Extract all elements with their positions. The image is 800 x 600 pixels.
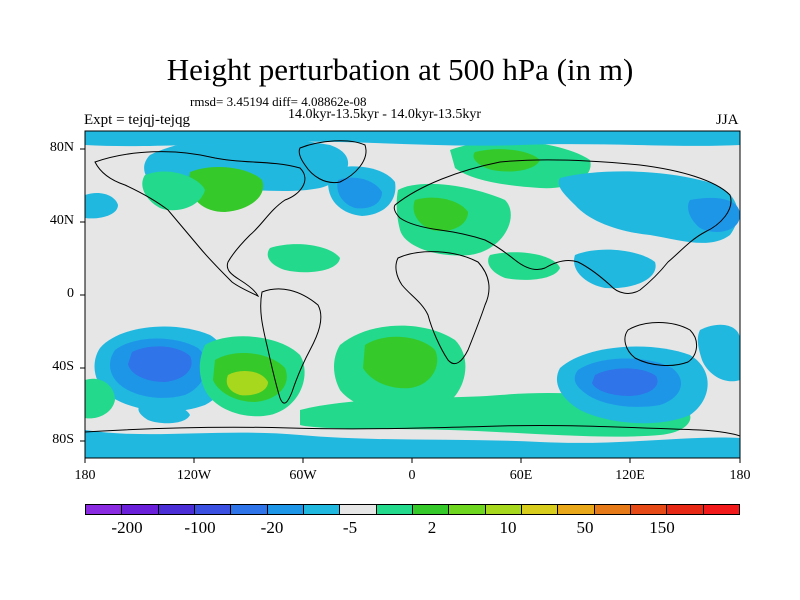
contour-light-blue-siberia (558, 171, 738, 243)
coastline-south-america (260, 288, 322, 404)
contour-green-europe-core (413, 197, 468, 232)
colorbar-swatch (122, 505, 159, 514)
contour-light-green-canada (142, 171, 205, 211)
axis-ticks (80, 148, 741, 463)
colorbar-label: 2 (427, 518, 437, 537)
contour-light-blue-antarctic-west (138, 403, 190, 424)
colorbar-swatch (667, 505, 704, 514)
colorbar-swatch (558, 505, 595, 514)
colorbar-label: -100 (184, 518, 216, 537)
colorbar-swatch (194, 505, 232, 514)
contour-light-blue-asia-south (574, 249, 656, 289)
contour-field (85, 131, 740, 458)
x-tick-label: 180 (74, 468, 96, 483)
colorbar-label: 10 (499, 518, 517, 537)
contour-green-far-west (85, 378, 115, 419)
x-tick-label: 0 (408, 468, 416, 483)
season-label: JJA (716, 112, 739, 128)
colorbar-swatch (303, 505, 341, 514)
contour-light-blue-na-west (85, 193, 118, 219)
coastline-greenland (298, 140, 367, 184)
experiment-label: Expt = tejqj-tejqg (84, 112, 190, 128)
colorbar-swatch (267, 505, 304, 514)
x-tick-label: 60E (509, 468, 533, 483)
y-tick-label: 80S (52, 432, 74, 447)
coastline-antarctica (85, 424, 740, 437)
coastlines (85, 140, 740, 437)
colorbar-swatch (340, 505, 377, 514)
contour-mid-blue-pacific-north (688, 197, 740, 232)
plot-title: Height perturbation at 500 hPa (in m) (166, 52, 634, 87)
colorbar-swatch (594, 505, 631, 514)
colorbar-swatch (158, 505, 195, 514)
y-tick-label: 80N (49, 140, 74, 155)
coastline-eurasia (393, 159, 732, 294)
coastline-australia (624, 322, 697, 366)
colorbar-swatch (630, 505, 668, 514)
contour-dark-blue-south-pacific-west (128, 346, 192, 382)
colorbar-swatch (703, 505, 739, 514)
contour-light-blue-east-pacific-south (697, 324, 740, 382)
contour-light-green-atlantic-30n (267, 244, 340, 273)
contour-green-arctic-east-core (473, 149, 540, 172)
contour-yellow-green-south-pacific (226, 370, 268, 396)
colorbar-label: -20 (260, 518, 284, 537)
y-tick-label: 40N (49, 213, 74, 228)
contour-dark-blue-south-indian (592, 368, 658, 396)
x-tick-label: 120E (615, 468, 645, 483)
y-tick-label: 0 (67, 286, 74, 301)
colorbar-label: 150 (649, 518, 675, 537)
contour-light-blue-arctic-top (85, 131, 740, 147)
colorbar-swatch (485, 505, 522, 514)
colorbar-swatch (449, 505, 486, 514)
colorbar-swatch (412, 505, 450, 514)
period-label: 14.0kyr-13.5kyr - 14.0kyr-13.5kyr (288, 107, 482, 122)
coastline-north-america (94, 151, 306, 298)
x-tick-label: 60W (289, 468, 317, 483)
colorbar-label: 50 (576, 518, 594, 537)
colorbar-label: -200 (111, 518, 143, 537)
contour-green-canada (189, 166, 264, 212)
colorbar (85, 504, 740, 515)
coastline-africa (395, 251, 490, 365)
colorbar-swatch (231, 505, 268, 514)
x-tick-label: 120W (176, 468, 212, 483)
contour-mid-blue-north-atlantic (337, 177, 382, 209)
contour-green-south-atlantic-core (363, 336, 438, 389)
colorbar-label: -5 (342, 518, 358, 537)
contour-light-blue-antarctic (85, 430, 740, 458)
colorbar-swatch (86, 505, 123, 514)
colorbar-swatch (376, 505, 413, 514)
y-tick-label: 40S (52, 359, 74, 374)
x-tick-label: 180 (729, 468, 751, 483)
colorbar-swatch (521, 505, 559, 514)
rmsd-diff-stats: rmsd= 3.45194 diff= 4.08862e-08 (190, 94, 367, 109)
